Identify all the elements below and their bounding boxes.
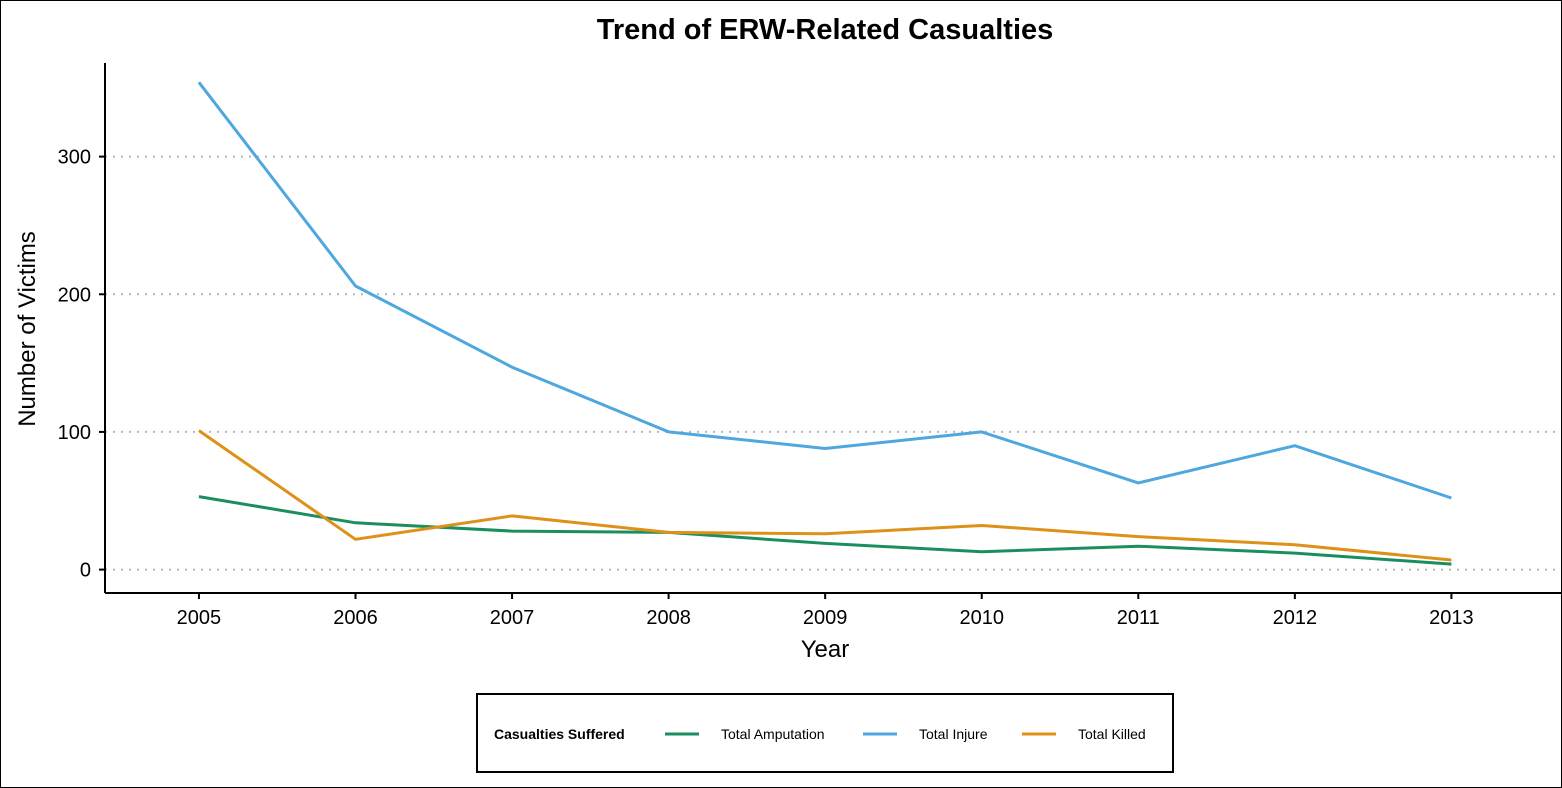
x-tick-label: 2008	[646, 607, 691, 629]
x-tick-label: 2007	[490, 607, 535, 629]
y-tick-label: 100	[58, 422, 91, 444]
y-tick-label: 0	[80, 560, 91, 582]
x-tick-label: 2006	[333, 607, 378, 629]
axes	[104, 63, 1561, 594]
series-lines	[197, 81, 1452, 566]
x-tick-label: 2005	[177, 607, 222, 629]
legend-label-total-injure: Total Injure	[919, 726, 988, 742]
legend-box	[476, 693, 1174, 773]
legend: Casualties Suffered Total Amputation Tota…	[476, 693, 1174, 773]
legend-label-total-killed: Total Killed	[1078, 726, 1146, 742]
legend-items: Total Amputation Total Injure Total Killed	[665, 726, 1146, 742]
ticks: 0 100 200 300 2005 2006 2007 2008 2009 2010 2011 20…	[58, 147, 1474, 629]
gridlines	[105, 155, 1561, 571]
series-line-total-injure	[197, 81, 1452, 500]
x-axis-label: Year	[801, 636, 850, 663]
x-tick-label: 2013	[1429, 607, 1474, 629]
chart-title: Trend of ERW-Related Casualties	[597, 14, 1054, 46]
legend-label-total-amputation: Total Amputation	[721, 726, 825, 742]
y-tick-label: 200	[58, 284, 91, 306]
x-tick-label: 2009	[803, 607, 848, 629]
series-line-total-killed	[198, 429, 1452, 562]
x-tick-label: 2011	[1117, 607, 1160, 629]
x-tick-label: 2012	[1273, 607, 1318, 629]
x-tick-label: 2010	[959, 607, 1004, 629]
legend-title: Casualties Suffered	[494, 726, 625, 742]
series-line-total-amputation	[198, 495, 1452, 566]
y-tick-label: 300	[58, 147, 91, 169]
y-axis-label: Number of Victims	[14, 231, 41, 427]
